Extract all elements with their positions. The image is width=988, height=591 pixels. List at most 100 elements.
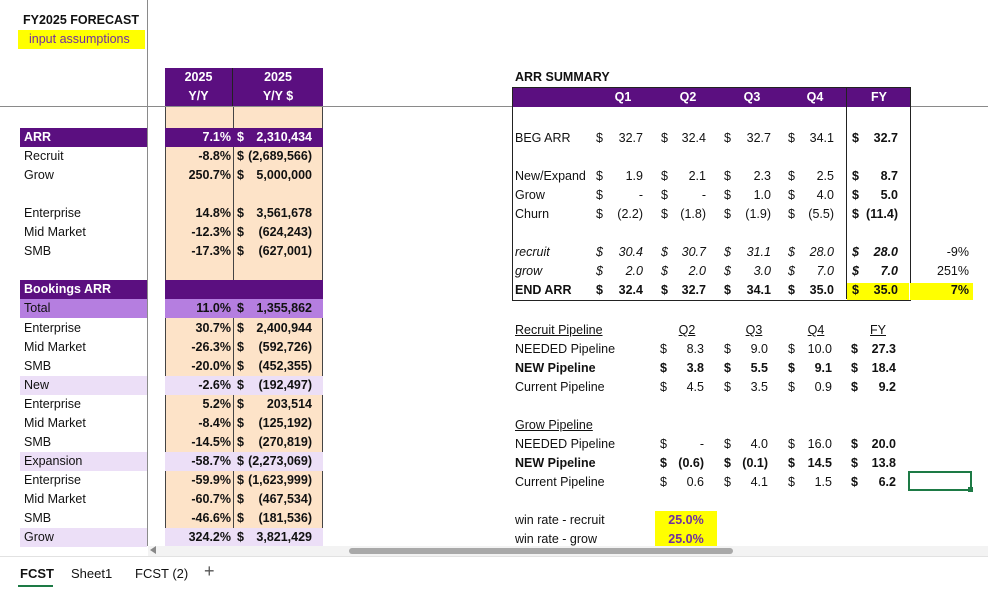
pipeline-value: $8.3 — [660, 340, 704, 359]
currency-symbol: $ — [788, 169, 795, 184]
currency-symbol: $ — [661, 131, 668, 145]
row-amount-value: (270,819) — [258, 434, 312, 449]
pipeline-value: $4.5 — [660, 378, 704, 397]
arr-summary-border — [512, 87, 911, 301]
currency-symbol: $ — [724, 361, 731, 376]
row-amount-value: (2,273,069) — [248, 453, 312, 468]
value: 35.0 — [873, 283, 898, 298]
arr-value: $34.1 — [724, 281, 771, 300]
value: 1.9 — [625, 169, 643, 184]
pipeline-value: $9.0 — [724, 340, 768, 359]
arr-value: $1.0 — [724, 186, 771, 205]
arr-value: $ - — [661, 186, 706, 205]
value: (1.9) — [745, 207, 771, 222]
value: 3.5 — [750, 380, 768, 395]
row-amount: $ (125,192) — [237, 414, 312, 433]
arr-value: $7.0 — [788, 262, 834, 281]
win-rate-value[interactable]: 25.0% — [655, 511, 717, 530]
row-amount: $ (624,243) — [237, 223, 312, 242]
tab-sheet1[interactable]: Sheet1 — [71, 566, 113, 581]
arr-fy-value: $35.0 — [852, 281, 898, 300]
yy-column-bg — [165, 107, 322, 547]
value: 32.7 — [618, 131, 643, 145]
currency-symbol: $ — [788, 207, 795, 222]
pipeline-fy-value: $18.4 — [851, 359, 896, 378]
tab-fcst[interactable]: FCST — [20, 566, 54, 581]
value: - — [638, 188, 643, 203]
arr-fy-value: $8.7 — [852, 167, 898, 186]
currency-symbol: $ — [724, 380, 731, 395]
currency-symbol: $ — [596, 207, 603, 222]
row-header-bg — [20, 280, 147, 300]
row-amount: $ (467,534) — [237, 490, 312, 509]
currency-symbol: $ — [852, 264, 859, 279]
row-pct: -2.6% — [198, 377, 231, 392]
currency-symbol: $ — [237, 491, 244, 506]
currency-symbol: $ — [724, 188, 731, 203]
pipeline-fy-value: $27.3 — [851, 340, 896, 359]
value: 4.5 — [686, 380, 704, 395]
arr-row-label: BEG ARR — [515, 131, 571, 145]
value: 34.1 — [809, 131, 834, 145]
currency-symbol: $ — [596, 245, 603, 260]
currency-symbol: $ — [237, 396, 244, 411]
value: (2.2) — [617, 207, 643, 222]
currency-symbol: $ — [237, 301, 244, 316]
row-amount-value: 3,561,678 — [256, 206, 312, 221]
pipeline-value: $5.5 — [724, 359, 768, 378]
value: 27.3 — [871, 342, 896, 356]
arr-value: $2.3 — [724, 167, 771, 186]
row-amount: $2,310,434 — [237, 128, 312, 147]
selected-cell[interactable] — [908, 471, 972, 491]
arr-value: $ (2.2) — [596, 205, 643, 224]
currency-symbol: $ — [596, 169, 603, 184]
row-amount: $ (2,689,566) — [237, 147, 312, 166]
currency-symbol: $ — [596, 283, 603, 298]
row-label: Enterprise — [24, 472, 81, 487]
row-amount-value: (467,534) — [258, 491, 312, 506]
arr-row-label: grow — [515, 264, 543, 279]
row-amount-value: (125,192) — [258, 415, 312, 430]
arr-header-q1: Q1 — [614, 90, 632, 104]
currency-symbol: $ — [852, 245, 859, 260]
row-label: SMB — [24, 358, 52, 373]
value: 4.0 — [750, 437, 768, 451]
currency-symbol: $ — [851, 380, 858, 395]
fill-handle[interactable] — [968, 487, 973, 492]
value: 4.0 — [816, 188, 834, 203]
value: 32.4 — [681, 131, 706, 145]
currency-symbol: $ — [237, 434, 244, 449]
currency-symbol: $ — [596, 264, 603, 279]
scrollbar-thumb[interactable] — [349, 548, 733, 554]
add-sheet-icon[interactable]: + — [204, 561, 215, 581]
yy-header: 2025 Y/Y — [165, 68, 233, 106]
arr-value: $30.4 — [596, 243, 643, 262]
pipeline-value: $14.5 — [788, 454, 832, 473]
row-header-bg — [20, 128, 147, 147]
row-amount-value: (1,623,999) — [248, 472, 312, 487]
arr-row-label: END ARR — [515, 283, 572, 298]
end-arr-fy-highlight — [847, 283, 909, 300]
currency-symbol: $ — [237, 320, 244, 335]
row-amount: $ (1,623,999) — [237, 471, 312, 490]
pipeline-row-label: NEW Pipeline — [515, 456, 596, 471]
row-amount-value: (592,726) — [258, 339, 312, 354]
value: 18.4 — [871, 361, 896, 376]
arr-row-label: Churn — [515, 207, 550, 222]
win-rate-value[interactable]: 25.0% — [655, 530, 717, 550]
arr-value: $2.5 — [788, 167, 834, 186]
currency-symbol: $ — [596, 131, 603, 145]
row-label: Mid Market — [24, 415, 86, 430]
pipeline-value: $9.1 — [788, 359, 832, 378]
value: 13.8 — [871, 456, 896, 471]
arr-value: $34.1 — [788, 129, 834, 148]
scroll-left-arrow-icon[interactable] — [150, 546, 156, 554]
currency-symbol: $ — [237, 225, 244, 240]
value: 30.4 — [618, 245, 643, 260]
row-amount-value: 203,514 — [266, 396, 312, 411]
row-pct: 250.7% — [188, 168, 231, 183]
arr-value: $30.7 — [661, 243, 706, 262]
row-label: Enterprise — [24, 320, 81, 335]
tab-fcst-2[interactable]: FCST (2) — [135, 566, 189, 581]
value: 10.0 — [807, 342, 832, 356]
